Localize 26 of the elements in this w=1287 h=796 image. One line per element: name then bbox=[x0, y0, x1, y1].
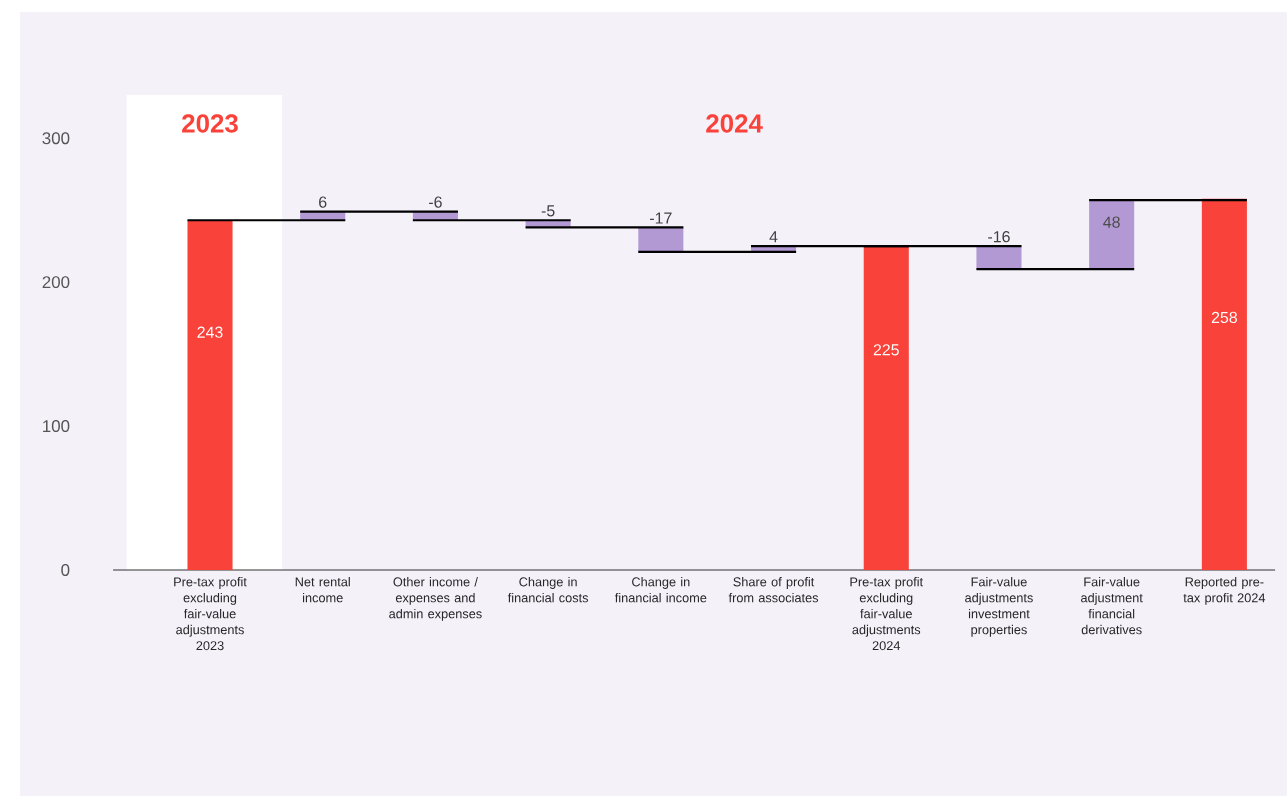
data-label: 4 bbox=[769, 231, 778, 243]
x-tick-label: Fair-value adjustments investment properties bbox=[965, 577, 1033, 637]
x-tick-label: Change in financial costs bbox=[507, 577, 589, 603]
data-label: -6 bbox=[429, 196, 442, 208]
data-label: -16 bbox=[988, 231, 1010, 243]
x-tick-label: Other income / expenses and admin expenses bbox=[389, 577, 482, 621]
x-tick-label: Share of profit from associates bbox=[728, 577, 819, 603]
data-label: 48 bbox=[1103, 216, 1120, 228]
annotation: 2024 bbox=[706, 114, 763, 133]
y-tick-label: 300 bbox=[42, 132, 70, 145]
data-label: 243 bbox=[197, 326, 223, 338]
y-tick-label: 200 bbox=[42, 276, 70, 289]
x-tick-label: Pre-tax profit excluding fair-value adjustments 2023 bbox=[174, 577, 247, 651]
data-label: 225 bbox=[873, 344, 899, 356]
x-tick-label: Pre-tax profit excluding fair-value adjustments 2024 bbox=[850, 577, 923, 651]
x-tick-label: Net rental income bbox=[295, 577, 350, 603]
y-tick-label: 0 bbox=[61, 564, 70, 576]
annotation: 2023 bbox=[182, 114, 238, 133]
x-tick-label: Change in financial income bbox=[614, 577, 707, 603]
y-tick-label: 100 bbox=[43, 420, 70, 433]
x-tick-label: Fair-value adjustment financial derivatives bbox=[1081, 577, 1143, 635]
data-label: 258 bbox=[1211, 311, 1237, 324]
data-label: -17 bbox=[650, 212, 672, 224]
data-label: -5 bbox=[541, 205, 555, 217]
x-tick-label: Reported pre-tax profit 2024 bbox=[1183, 577, 1266, 605]
data-label: 6 bbox=[319, 196, 327, 208]
